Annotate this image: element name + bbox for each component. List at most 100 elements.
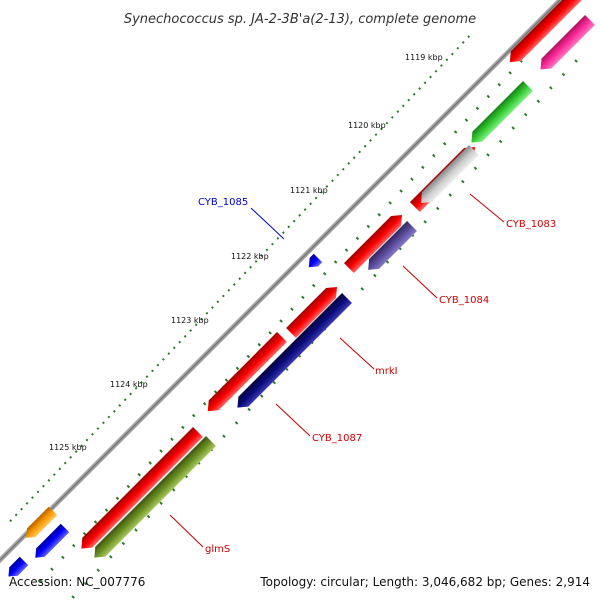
tick-mark: [221, 294, 225, 298]
tick-mark: [265, 248, 269, 252]
gene-arrow-cyb-1085[interactable]: [305, 253, 323, 272]
leader-mrkl: [339, 337, 375, 370]
tick-mark: [344, 248, 349, 252]
tick-mark: [407, 98, 411, 102]
gene-arrow-pink[interactable]: [536, 15, 595, 74]
tick-mark: [511, 126, 515, 130]
tick-mark: [377, 212, 381, 217]
cds-arrow-mrkl[interactable]: [286, 282, 342, 338]
kbp-tick-labels: 1119 kbp 1120 kbp 1121 kbp 1122 kbp 1123…: [49, 53, 443, 452]
tick-mark: [486, 94, 491, 99]
cds-arrow-1[interactable]: [505, 0, 582, 67]
gene-label-cyb-1084[interactable]: CYB_1084: [439, 295, 489, 306]
tick-mark: [181, 425, 185, 430]
tick-mark: [561, 72, 566, 77]
tick-mark: [254, 260, 258, 263]
tick-mark: [72, 543, 76, 548]
tick-mark: [74, 450, 78, 453]
gene-label-cyb-1083[interactable]: CYB_1083: [506, 219, 556, 230]
tick-mark: [396, 110, 400, 114]
gene-label-mrkl[interactable]: mrkI: [375, 366, 398, 377]
tick-mark: [167, 352, 171, 356]
gene-arrow-cyb-1087[interactable]: [232, 293, 352, 413]
gene-arrow-green[interactable]: [466, 81, 533, 147]
tick-mark: [271, 242, 274, 246]
tick-mark: [85, 438, 89, 442]
tick-mark: [390, 115, 394, 119]
tick-mark: [352, 156, 356, 160]
tick-mark: [63, 461, 67, 465]
tick-mark: [96, 427, 100, 430]
tick-mark: [121, 541, 126, 546]
tick-mark: [235, 366, 240, 371]
tick-mark: [159, 449, 163, 453]
tick-mark: [347, 162, 351, 165]
gene-label-cyb-1085[interactable]: CYB_1085: [198, 197, 248, 208]
gene-arrow-blue-2[interactable]: [4, 556, 29, 581]
tick-mark: [385, 260, 390, 264]
cds-arrow-cyb-1084[interactable]: [344, 210, 407, 273]
tick-mark: [83, 581, 88, 586]
tick-mark: [96, 568, 100, 573]
tick-mark: [385, 121, 389, 125]
tick-mark: [134, 386, 138, 390]
tick-mark: [69, 455, 73, 459]
tick-mark: [401, 104, 405, 108]
tick-mark: [281, 231, 285, 235]
gene-label-glms[interactable]: glmS: [205, 544, 230, 555]
gene-arrow-grey[interactable]: [416, 145, 479, 208]
tick-mark: [36, 490, 40, 494]
tick-mark: [410, 177, 414, 181]
outer-tick-row: [9, 35, 471, 523]
tick-mark: [31, 496, 34, 500]
tick-mark: [320, 190, 323, 194]
tick-mark: [107, 415, 111, 419]
tick-mark: [194, 323, 198, 327]
tick-label-1123: 1123 kbp: [171, 316, 209, 325]
tick-mark: [272, 380, 277, 385]
tick-mark: [360, 287, 365, 291]
tick-mark: [148, 461, 152, 465]
tick-mark: [450, 52, 454, 56]
tick-mark: [246, 354, 251, 359]
tick-mark: [574, 59, 578, 63]
tick-mark: [93, 520, 98, 524]
tick-mark: [486, 153, 490, 157]
tick-mark: [508, 71, 512, 75]
gene-arrow-blue-1[interactable]: [31, 523, 70, 562]
tick-mark: [303, 208, 307, 211]
tick-mark: [178, 340, 182, 344]
tick-mark: [42, 484, 45, 488]
tick-mark: [104, 508, 109, 512]
leader-cyb-1084: [402, 265, 438, 299]
gene-arrow-orange[interactable]: [22, 506, 58, 542]
tick-mark: [467, 35, 471, 39]
tick-mark: [170, 437, 174, 441]
tick-mark: [20, 507, 24, 511]
tick-mark: [423, 81, 427, 85]
tick-mark: [172, 346, 176, 350]
tick-mark: [432, 153, 436, 158]
tick-mark: [435, 206, 440, 211]
cds-arrow-cyb-1087[interactable]: [203, 332, 287, 416]
leader-glms: [169, 514, 204, 548]
tick-mark: [213, 390, 218, 394]
tick-mark: [312, 283, 316, 288]
gene-arrow-glms[interactable]: [89, 436, 216, 563]
tick-mark: [249, 265, 253, 269]
tick-mark: [434, 69, 438, 73]
tick-mark: [9, 519, 13, 523]
tick-mark: [260, 254, 263, 258]
gene-label-cyb-1087[interactable]: CYB_1087: [312, 433, 362, 444]
tick-mark: [50, 567, 54, 571]
cds-arrow-glms[interactable]: [76, 427, 203, 554]
tick-mark: [171, 488, 176, 492]
tick-label-1121: 1121 kbp: [290, 186, 328, 195]
tick-mark: [448, 193, 453, 197]
tick-mark: [298, 213, 302, 217]
gene-arrow-cyb-1084[interactable]: [363, 221, 417, 275]
tick-mark: [200, 317, 203, 321]
tick-mark: [276, 236, 280, 240]
tick-mark: [137, 472, 141, 477]
